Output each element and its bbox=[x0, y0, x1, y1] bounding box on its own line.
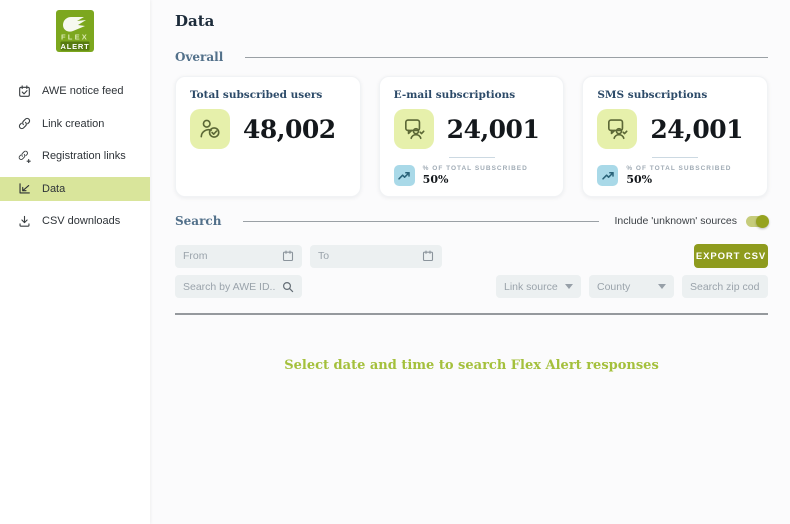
stat-value: 24,001 bbox=[446, 114, 540, 144]
include-unknown-label: Include 'unknown' sources bbox=[614, 215, 738, 227]
zip-code-search-input[interactable] bbox=[682, 275, 768, 298]
link-source-label: Link source bbox=[504, 280, 558, 293]
flexalert-logo: FLEX ALERT bbox=[56, 10, 94, 52]
sidebar-nav: AWE notice feed Link creation bbox=[0, 79, 150, 233]
sidebar: FLEX ALERT AWE notice feed L bbox=[0, 0, 150, 524]
card-divider bbox=[652, 157, 699, 158]
sidebar-item-link-creation[interactable]: Link creation bbox=[0, 112, 150, 136]
overall-section-header: Overall bbox=[175, 50, 768, 64]
include-unknown-toggle[interactable] bbox=[746, 214, 769, 228]
to-date-field[interactable] bbox=[318, 250, 416, 262]
search-divider-line bbox=[243, 220, 599, 222]
sidebar-item-label: Registration links bbox=[42, 150, 126, 162]
search-section-header: Search Include 'unknown' sources bbox=[175, 214, 769, 228]
sidebar-item-registration-links[interactable]: Registration links bbox=[0, 144, 150, 168]
overall-divider-line bbox=[245, 56, 768, 58]
from-date-field[interactable] bbox=[183, 250, 276, 262]
sidebar-item-csv-downloads[interactable]: CSV downloads bbox=[0, 209, 150, 233]
percent-label: % OF TOTAL SUBSCRIBED bbox=[422, 165, 528, 172]
download-icon bbox=[18, 215, 31, 228]
county-label: County bbox=[597, 280, 631, 293]
from-date-input[interactable] bbox=[175, 244, 302, 268]
card-divider bbox=[448, 157, 495, 158]
search-controls-row-2: Link source County bbox=[175, 275, 768, 298]
to-date-input[interactable] bbox=[310, 244, 442, 268]
calendar-check-icon bbox=[18, 84, 31, 98]
percent-label: % OF TOTAL SUBSCRIBED bbox=[626, 165, 732, 172]
sidebar-item-label: Data bbox=[42, 182, 66, 195]
empty-state-message: Select date and time to search Flex Aler… bbox=[284, 358, 659, 373]
sidebar-item-awe-notice-feed[interactable]: AWE notice feed bbox=[0, 79, 150, 103]
results-divider bbox=[175, 313, 768, 315]
awe-id-search-field[interactable] bbox=[183, 280, 276, 293]
export-csv-button[interactable]: EXPORT CSV bbox=[694, 244, 768, 268]
calendar-icon bbox=[422, 250, 434, 262]
toggle-knob bbox=[756, 214, 769, 228]
link-plus-icon bbox=[18, 150, 31, 163]
message-user-icon bbox=[597, 109, 638, 149]
link-source-select[interactable]: Link source bbox=[496, 275, 581, 298]
chevron-down-icon bbox=[658, 284, 666, 289]
card-email-subscriptions: E-mail subscriptions 24,001 bbox=[378, 76, 565, 197]
stat-value: 48,002 bbox=[243, 114, 336, 144]
sidebar-item-label: Link creation bbox=[42, 117, 105, 130]
trending-up-icon bbox=[597, 165, 619, 186]
search-controls-row-1: EXPORT CSV bbox=[175, 244, 768, 268]
card-total-subscribed-users: Total subscribed users 48,002 bbox=[175, 76, 361, 197]
stat-cards: Total subscribed users 48,002 E-mail sub… bbox=[175, 76, 769, 197]
percent-value: 50% bbox=[626, 173, 653, 186]
link-icon bbox=[18, 117, 31, 130]
trending-up-icon bbox=[393, 165, 415, 186]
sidebar-item-data[interactable]: Data bbox=[0, 176, 150, 201]
zip-code-search-field[interactable] bbox=[690, 280, 760, 293]
card-title: Total subscribed users bbox=[190, 89, 323, 101]
svg-text:ALERT: ALERT bbox=[61, 42, 90, 51]
overall-heading: Overall bbox=[175, 50, 224, 64]
flexalert-logo-icon: FLEX ALERT bbox=[56, 10, 94, 52]
search-icon bbox=[282, 281, 294, 293]
chart-icon bbox=[18, 182, 31, 195]
svg-text:FLEX: FLEX bbox=[61, 33, 89, 42]
chevron-down-icon bbox=[565, 284, 573, 289]
card-title: SMS subscriptions bbox=[597, 89, 708, 101]
card-sms-subscriptions: SMS subscriptions 24,001 bbox=[582, 76, 769, 197]
card-title: E-mail subscriptions bbox=[393, 89, 516, 101]
search-heading: Search bbox=[175, 214, 222, 228]
page-title: Data bbox=[175, 12, 215, 30]
message-user-icon bbox=[393, 109, 434, 149]
sidebar-item-label: CSV downloads bbox=[42, 215, 121, 227]
sidebar-item-label: AWE notice feed bbox=[42, 85, 124, 97]
main-content: Data Overall Total subscribed users 48,0… bbox=[150, 0, 790, 524]
stat-value: 24,001 bbox=[650, 114, 744, 144]
user-check-icon bbox=[190, 109, 230, 149]
awe-id-search-input[interactable] bbox=[175, 275, 302, 298]
percent-value: 50% bbox=[422, 173, 449, 186]
county-select[interactable]: County bbox=[589, 275, 674, 298]
calendar-icon bbox=[282, 250, 294, 262]
